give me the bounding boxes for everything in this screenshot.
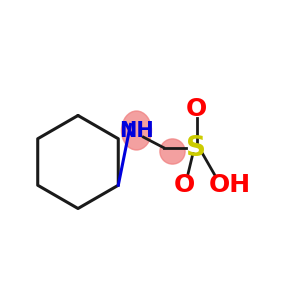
- Text: NH: NH: [119, 121, 154, 140]
- Ellipse shape: [122, 111, 152, 150]
- Text: O: O: [174, 172, 195, 197]
- Circle shape: [160, 139, 185, 164]
- Text: OH: OH: [208, 172, 250, 197]
- Text: S: S: [187, 134, 206, 162]
- Text: O: O: [186, 98, 207, 122]
